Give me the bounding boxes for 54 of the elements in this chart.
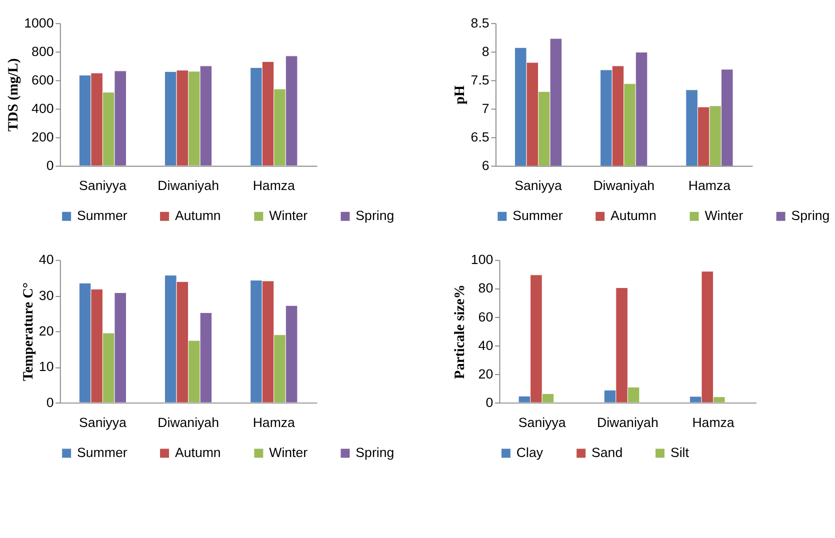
y-tick-label: 100 (470, 252, 494, 268)
x-tick-label: Diwaniyah (158, 178, 219, 194)
x-tick-label: Saniyya (79, 414, 127, 430)
x-tick-label: Hamza (252, 414, 296, 430)
y-tick-label: 600 (32, 72, 54, 88)
legend-label: Autumn (174, 445, 221, 460)
legend-label: Spring (356, 445, 394, 460)
y-tick-label: 8 (482, 44, 490, 59)
y-tick-label: 10 (38, 359, 54, 374)
y-tick-label: 6 (482, 158, 490, 174)
legend-label: Silt (670, 445, 690, 460)
y-tick-label: 0 (46, 394, 54, 410)
y-tick-label: 400 (32, 100, 54, 116)
legend-label: Sand (592, 445, 623, 460)
legend-label: Spring (356, 208, 394, 224)
legend-label: Winter (269, 208, 308, 224)
x-tick-label: Saniyya (518, 414, 566, 430)
y-tick-label: 20 (478, 366, 494, 382)
x-tick-label: Diwaniyah (597, 414, 658, 430)
y-tick-label: 80 (478, 280, 494, 296)
x-tick-label: Hamza (692, 414, 735, 430)
y-tick-label: 7 (482, 100, 490, 116)
legend-label: Summer (77, 445, 128, 460)
legend-label: Winter (704, 208, 744, 224)
y-tick-label: 40 (478, 338, 494, 353)
legend-label: Spring (791, 208, 830, 224)
y-axis-title: TDS (mg/L) (5, 58, 22, 132)
y-tick-label: 1000 (24, 15, 54, 30)
y-tick-label: 200 (32, 130, 54, 145)
x-tick-label: Saniyya (79, 178, 127, 194)
y-tick-label: 60 (478, 309, 494, 324)
x-tick-label: Saniyya (514, 178, 563, 194)
y-axis-title: Particale size% (452, 284, 468, 380)
y-tick-label: 40 (38, 252, 54, 268)
y-axis-title: Temperature C° (20, 282, 36, 382)
legend-label: Clay (516, 445, 544, 460)
legend-label: Summer (512, 208, 564, 224)
legend-label: Autumn (610, 208, 656, 224)
x-tick-label: Hamza (688, 178, 732, 194)
y-tick-label: 7.5 (470, 72, 490, 88)
legend-label: Winter (269, 445, 308, 460)
legend-label: Autumn (174, 208, 221, 224)
y-axis-title: pH (452, 85, 468, 104)
y-tick-label: 0 (46, 158, 54, 174)
legend-label: Summer (77, 208, 128, 224)
y-tick-label: 800 (32, 44, 54, 59)
y-tick-label: 30 (38, 288, 54, 303)
x-tick-label: Diwaniyah (593, 178, 655, 194)
y-tick-label: 20 (38, 324, 54, 339)
x-tick-label: Hamza (252, 178, 296, 194)
x-tick-label: Diwaniyah (158, 414, 219, 430)
y-tick-label: 0 (486, 394, 494, 410)
y-tick-label: 8.5 (470, 15, 490, 30)
y-tick-label: 6.5 (470, 130, 490, 145)
